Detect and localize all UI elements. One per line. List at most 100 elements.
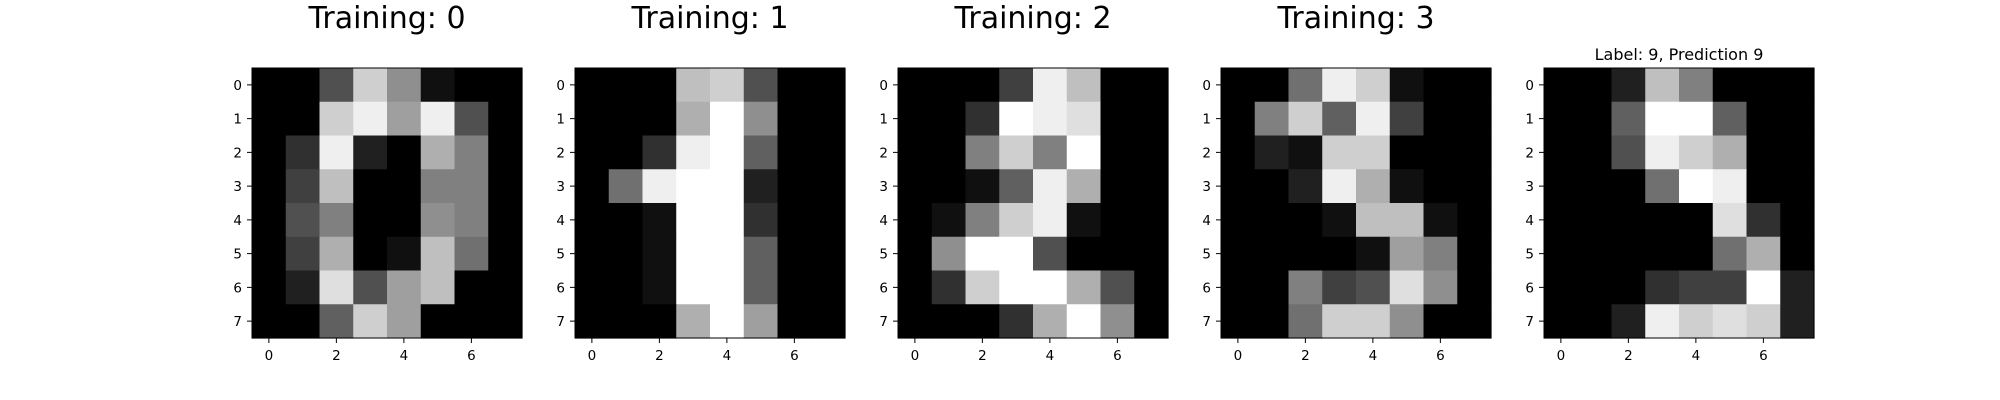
y-tick-label: 0 [556,78,565,94]
pixel-cell [454,203,489,238]
pixel-cell [743,270,779,305]
pixel-cell [353,101,388,137]
y-tick-label: 0 [879,78,888,94]
pixel-cell [1066,304,1102,339]
pixel-cell [676,236,711,272]
pixel-cell [1746,203,1781,238]
y-tick-label: 0 [1202,78,1211,94]
pixel-cell [1679,203,1714,238]
pixel-cell [319,270,354,305]
pixel-cell [1611,135,1646,170]
pixel-cell [898,169,933,204]
pixel-cell [387,101,422,137]
pixel-cell [1780,236,1815,272]
pixel-cell [575,169,610,204]
pixel-cell [1457,68,1492,103]
pixel-cell [1134,203,1169,238]
pixel-cell [999,101,1034,137]
pixel-cell [387,304,422,339]
pixel-cell [965,135,1000,170]
pixel-cell [710,68,745,103]
pixel-cell [743,101,779,137]
pixel-cell [1356,135,1391,170]
pixel-cell [252,236,287,272]
pixel-cell [1356,101,1391,137]
pixel-cell [777,270,812,305]
pixel-cell [319,203,354,238]
axes-frame [251,67,523,339]
pixel-cell [1577,203,1613,238]
pixel-cell [1645,169,1680,204]
pixel-cell [1288,135,1323,170]
pixel-cell [1322,270,1357,305]
pixel-cell [777,236,812,272]
pixel-cell [353,169,388,204]
pixel-cell [676,203,711,238]
pixel-cell [1712,169,1748,204]
panel-title: Training: 0 [307,1,465,36]
pixel-cell [1033,203,1068,238]
pixel-cell [1746,101,1781,137]
x-tick-label: 0 [588,348,597,364]
panel-title: Training: 3 [1276,1,1434,36]
pixel-cell [1356,169,1391,204]
y-tick-label: 7 [233,314,242,330]
x-tick-label: 2 [655,348,664,364]
pixel-cell [710,304,745,339]
pixel-cell [710,135,745,170]
pixel-cell [931,236,967,272]
digit-panel-3: 0 2 4 6 0 1 2 3 4 5 6 7 Training: 3 [1202,1,1492,364]
y-tick-label: 4 [233,213,242,229]
pixel-cell [1134,68,1169,103]
pixel-cell [1746,304,1781,339]
pixel-cell [420,68,456,103]
pixel-cell [252,135,287,170]
y-tick-label: 7 [556,314,565,330]
pixel-cell [1134,270,1169,305]
y-tick-label: 7 [1202,314,1211,330]
pixel-cell [575,270,610,305]
pixel-cell [1322,236,1357,272]
pixel-cell [1033,236,1068,272]
pixel-cell [488,203,523,238]
pixel-cell [965,304,1000,339]
pixel-cell [608,68,644,103]
pixel-cell [1577,68,1613,103]
pixel-cell [1645,236,1680,272]
pixel-cell [1100,169,1135,204]
pixel-cell [608,135,644,170]
pixel-cell [1423,203,1458,238]
pixel-cell [1134,236,1169,272]
pixel-cell [743,68,779,103]
pixel-cell [999,68,1034,103]
pixel-cell [898,270,933,305]
pixel-cell [1577,270,1613,305]
pixel-cell [1134,304,1169,339]
pixel-cell [642,304,677,339]
pixel-cell [811,101,846,137]
pixel-cell [1066,270,1102,305]
pixel-cell [1322,203,1357,238]
pixel-cell [931,169,967,204]
pixel-cell [1066,203,1102,238]
pixel-cell [608,236,644,272]
pixel-cell [811,236,846,272]
pixel-cell [1066,101,1102,137]
pixel-cell [1746,135,1781,170]
y-tick-label: 2 [556,145,565,161]
pixel-cell [1221,169,1256,204]
pixel-cell [743,169,779,204]
pixel-cell [285,270,321,305]
pixel-cell [1611,68,1646,103]
y-tick-label: 7 [1525,314,1534,330]
y-tick-label: 1 [233,112,242,128]
y-tick-label: 1 [1202,112,1211,128]
pixel-cell [252,304,287,339]
pixel-cell [1288,68,1323,103]
pixel-cell [999,203,1034,238]
pixel-cell [965,169,1000,204]
x-tick-label: 4 [1369,348,1378,364]
pixel-cell [965,236,1000,272]
pixel-cell [1645,68,1680,103]
